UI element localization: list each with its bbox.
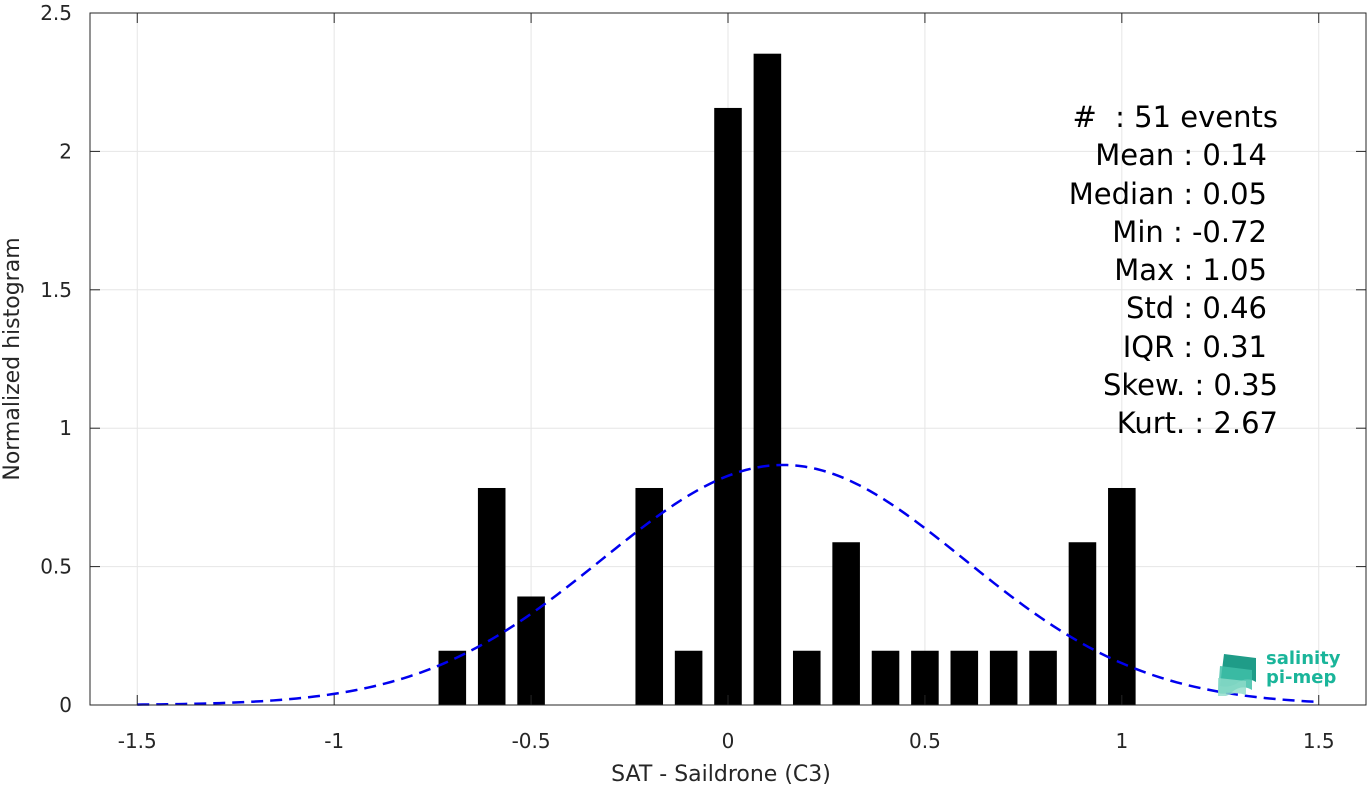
histogram-bar (517, 596, 545, 705)
histogram-bar (438, 650, 467, 705)
x-tick-label: 0 (722, 729, 735, 753)
y-tick-label: 2 (59, 139, 72, 163)
stat-std: Std : 0.46 (1126, 291, 1267, 326)
x-tick-labels: -1.5 -1 -0.5 0 0.5 1 1.5 (118, 729, 1335, 753)
stat-median: Median : 0.05 (1068, 176, 1267, 211)
salinity-pimep-logo: salinity pi-mep (1216, 646, 1346, 696)
x-tick-label: -1 (324, 729, 344, 753)
y-tick-labels: 0 0.5 1 1.5 2 2.5 (40, 1, 72, 717)
axes-frame (89, 12, 1367, 706)
y-tick-label: 0.5 (40, 555, 72, 579)
stat-max: Max : 1.05 (1114, 253, 1267, 288)
x-axis-label: SAT - Saildrone (C3) (611, 762, 831, 785)
y-tick-label: 2.5 (40, 1, 72, 25)
logo-text-line1: salinity (1266, 648, 1341, 669)
histogram-bar (989, 650, 1018, 705)
stat-iqr: IQR : 0.31 (1122, 329, 1267, 364)
histogram-bar (871, 650, 900, 705)
stat-events: # : 51 events (1072, 100, 1278, 134)
normal-fit-curve (137, 463, 1319, 706)
stat-skew: Skew. : 0.35 (1102, 368, 1278, 403)
histogram-bar (753, 53, 782, 706)
histogram-bar (950, 650, 979, 705)
x-tick-label: -0.5 (512, 729, 551, 753)
bars-group (438, 53, 1136, 706)
histogram-bar (477, 487, 506, 705)
histogram-bar (832, 542, 860, 705)
histogram-bar (1108, 487, 1136, 705)
histogram-bar (1029, 650, 1057, 705)
y-tick-label: 0 (59, 693, 72, 717)
stat-kurt: Kurt. : 2.67 (1116, 406, 1278, 441)
x-tick-label: 1.5 (1303, 729, 1335, 753)
histogram-bar (792, 650, 821, 705)
x-tick-label: 1 (1115, 729, 1128, 753)
x-tick-label: -1.5 (118, 729, 157, 753)
histogram-bar (674, 650, 703, 705)
y-axis-label: Normalized histogram (0, 237, 25, 480)
wave-logo-icon (1218, 654, 1256, 696)
stat-min: Min : -0.72 (1112, 214, 1267, 249)
logo-text-line2: pi-mep (1266, 667, 1337, 688)
histogram-bar (1068, 542, 1097, 705)
histogram-bar (714, 107, 742, 706)
statistics-box: # : 51 events Mean : 0.14 Median : 0.05 … (1000, 98, 1278, 443)
y-tick-label: 1 (59, 416, 72, 440)
y-tick-label: 1.5 (40, 278, 72, 302)
histogram-bar (635, 487, 664, 705)
stat-mean: Mean : 0.14 (1095, 138, 1267, 173)
x-tick-label: 0.5 (909, 729, 941, 753)
